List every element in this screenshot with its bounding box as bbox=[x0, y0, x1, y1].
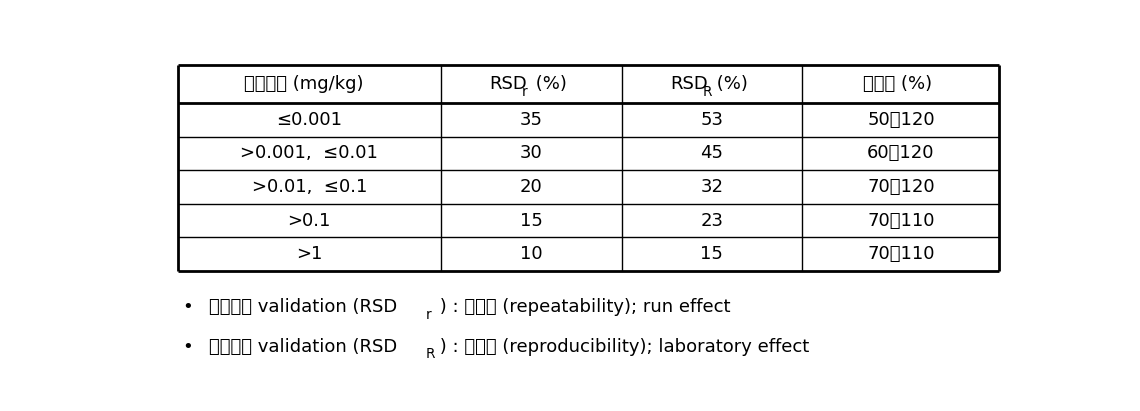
Text: 70～120: 70～120 bbox=[868, 178, 935, 196]
Text: 10: 10 bbox=[520, 245, 543, 263]
Text: ≤0.001: ≤0.001 bbox=[276, 111, 342, 129]
Text: R: R bbox=[425, 347, 435, 361]
Text: 15: 15 bbox=[700, 245, 724, 263]
Text: 45: 45 bbox=[700, 145, 724, 162]
Text: 70～110: 70～110 bbox=[868, 212, 935, 230]
Text: r: r bbox=[522, 85, 528, 99]
Text: ) : 재현성 (reproducibility); laboratory effect: ) : 재현성 (reproducibility); laboratory ef… bbox=[433, 338, 808, 356]
Text: 15: 15 bbox=[520, 212, 543, 230]
Text: r: r bbox=[425, 308, 431, 322]
Text: 30: 30 bbox=[520, 145, 543, 162]
Text: 32: 32 bbox=[700, 178, 724, 196]
Text: 20: 20 bbox=[520, 178, 543, 196]
Text: 53: 53 bbox=[700, 111, 724, 129]
Text: 처리농도 (mg/kg): 처리농도 (mg/kg) bbox=[244, 75, 364, 93]
Text: >0.001,  ≤0.01: >0.001, ≤0.01 bbox=[241, 145, 378, 162]
Text: (%): (%) bbox=[710, 75, 748, 93]
Text: >0.01,  ≤0.1: >0.01, ≤0.1 bbox=[252, 178, 367, 196]
Text: 70～110: 70～110 bbox=[868, 245, 935, 263]
Text: >0.1: >0.1 bbox=[287, 212, 331, 230]
Text: 실험실내 validation (RSD: 실험실내 validation (RSD bbox=[209, 298, 397, 316]
Text: RSD: RSD bbox=[489, 75, 527, 93]
Text: 60～120: 60～120 bbox=[868, 145, 935, 162]
Text: 회수율 (%): 회수율 (%) bbox=[863, 75, 933, 93]
Text: 35: 35 bbox=[520, 111, 543, 129]
Text: •: • bbox=[182, 338, 193, 356]
Text: R: R bbox=[702, 85, 712, 99]
Text: ) : 반복성 (repeatability); run effect: ) : 반복성 (repeatability); run effect bbox=[433, 298, 730, 316]
Text: (%): (%) bbox=[530, 75, 567, 93]
Text: 23: 23 bbox=[700, 212, 724, 230]
Text: •: • bbox=[182, 298, 193, 316]
Text: 50～120: 50～120 bbox=[868, 111, 935, 129]
Text: 실험실간 validation (RSD: 실험실간 validation (RSD bbox=[209, 338, 397, 356]
Text: RSD: RSD bbox=[670, 75, 708, 93]
Text: >1: >1 bbox=[296, 245, 323, 263]
